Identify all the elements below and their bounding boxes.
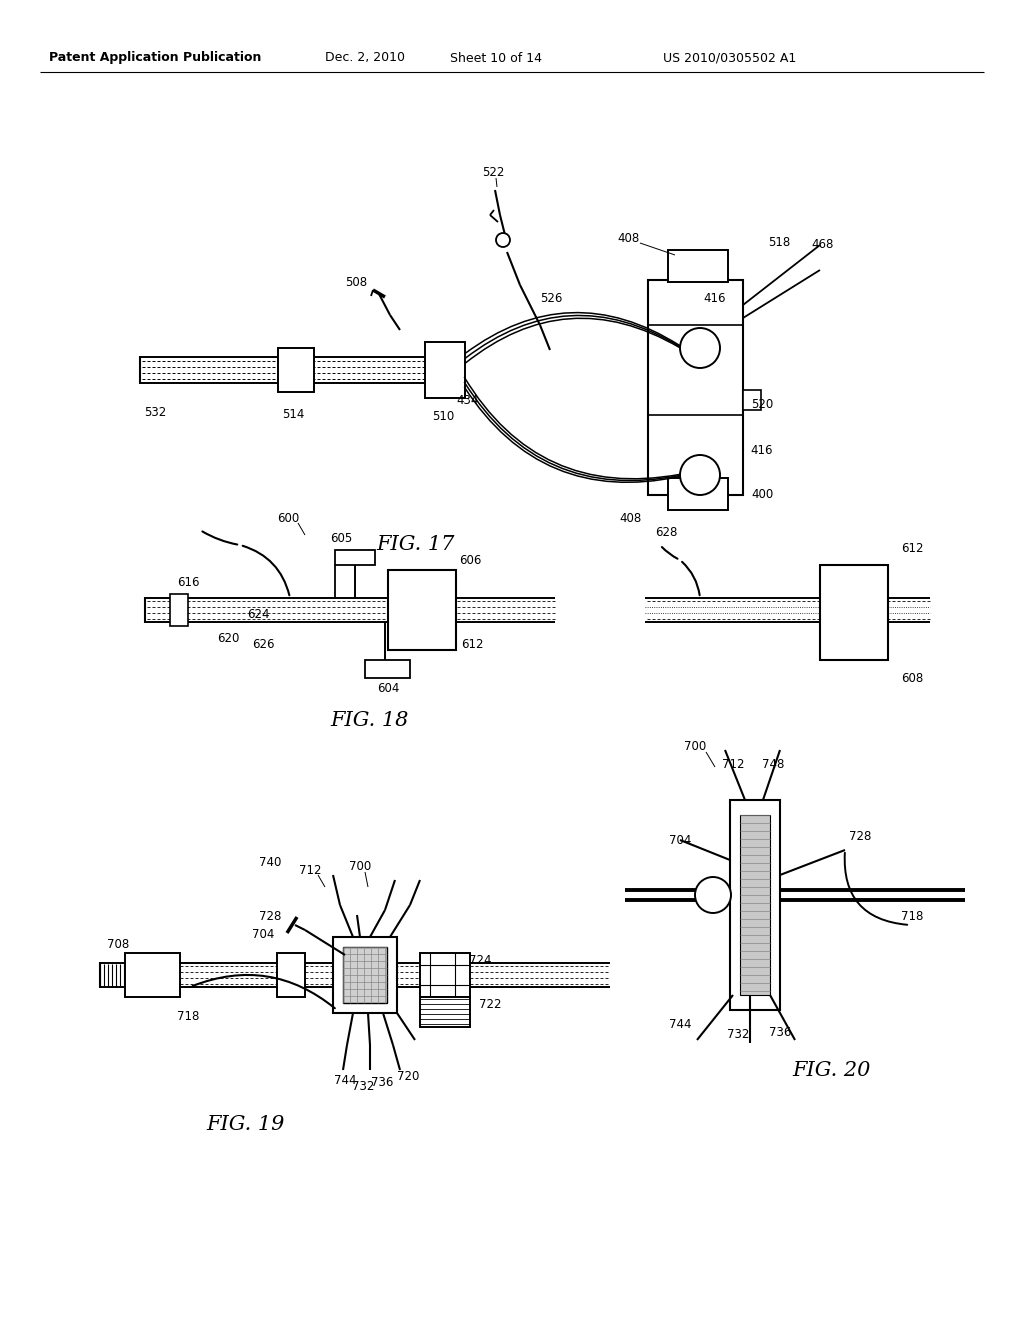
Bar — [388, 570, 456, 649]
Bar — [740, 814, 770, 995]
Text: 626: 626 — [252, 639, 274, 652]
Bar — [820, 565, 888, 660]
Text: Dec. 2, 2010: Dec. 2, 2010 — [325, 51, 406, 65]
Bar — [425, 342, 465, 399]
Text: 416: 416 — [703, 292, 726, 305]
Circle shape — [680, 327, 720, 368]
Text: Patent Application Publication: Patent Application Publication — [49, 51, 261, 65]
Text: 722: 722 — [479, 998, 502, 1011]
Text: 514: 514 — [282, 408, 304, 421]
Text: 532: 532 — [144, 405, 166, 418]
Text: 526: 526 — [540, 292, 562, 305]
Bar — [668, 478, 728, 510]
Text: 748: 748 — [762, 759, 784, 771]
Text: 718: 718 — [177, 1011, 200, 1023]
Text: 522: 522 — [482, 166, 504, 180]
Text: 708: 708 — [106, 939, 129, 952]
Text: 400: 400 — [751, 488, 773, 502]
Text: FIG. 18: FIG. 18 — [331, 710, 410, 730]
Text: 736: 736 — [371, 1077, 393, 1089]
Text: 606: 606 — [459, 553, 481, 566]
Bar — [278, 953, 305, 997]
Bar — [170, 594, 188, 626]
Text: 520: 520 — [751, 399, 773, 412]
Text: 510: 510 — [432, 411, 454, 424]
Circle shape — [695, 876, 731, 913]
Circle shape — [496, 234, 510, 247]
Bar — [668, 249, 728, 282]
Bar — [648, 280, 743, 495]
Text: 700: 700 — [684, 741, 707, 754]
Text: 724: 724 — [469, 953, 492, 966]
Text: 416: 416 — [751, 444, 773, 457]
Text: 616: 616 — [177, 576, 200, 589]
Text: 608: 608 — [901, 672, 923, 685]
Text: 600: 600 — [276, 511, 299, 524]
Bar — [365, 660, 410, 678]
Text: 408: 408 — [618, 511, 641, 524]
Text: 604: 604 — [377, 681, 399, 694]
Text: FIG. 19: FIG. 19 — [206, 1115, 285, 1134]
Text: 728: 728 — [259, 911, 282, 924]
Text: US 2010/0305502 A1: US 2010/0305502 A1 — [664, 51, 797, 65]
Bar — [420, 953, 470, 997]
Text: 736: 736 — [769, 1027, 792, 1040]
Text: 744: 744 — [669, 1019, 691, 1031]
Text: 508: 508 — [345, 276, 367, 289]
Text: FIG. 17: FIG. 17 — [376, 536, 455, 554]
Text: 628: 628 — [654, 525, 677, 539]
Text: 712: 712 — [722, 759, 744, 771]
Bar — [333, 937, 397, 1012]
Text: 712: 712 — [299, 863, 322, 876]
Text: 468: 468 — [812, 239, 835, 252]
Bar — [343, 946, 387, 1003]
Text: 612: 612 — [461, 639, 483, 652]
Text: 728: 728 — [849, 830, 871, 843]
Bar — [743, 389, 761, 411]
Text: 700: 700 — [349, 861, 371, 874]
Bar — [730, 800, 780, 1010]
Bar — [420, 997, 470, 1027]
Text: 718: 718 — [901, 911, 924, 924]
Text: 740: 740 — [259, 857, 282, 870]
Text: 744: 744 — [334, 1073, 356, 1086]
Text: 605: 605 — [330, 532, 352, 544]
Text: 624: 624 — [247, 609, 269, 622]
Text: FIG. 20: FIG. 20 — [793, 1060, 871, 1080]
Bar — [278, 348, 314, 392]
Text: 732: 732 — [727, 1028, 750, 1041]
Text: 518: 518 — [768, 235, 791, 248]
Text: 732: 732 — [352, 1081, 374, 1093]
Text: 704: 704 — [669, 833, 691, 846]
Text: Sheet 10 of 14: Sheet 10 of 14 — [450, 51, 542, 65]
Text: 620: 620 — [217, 631, 240, 644]
Text: 434: 434 — [457, 393, 479, 407]
Bar — [125, 953, 180, 997]
Bar — [335, 550, 375, 565]
Text: 720: 720 — [397, 1071, 419, 1084]
Text: 704: 704 — [252, 928, 274, 941]
Circle shape — [680, 455, 720, 495]
Text: 612: 612 — [901, 541, 924, 554]
Text: 408: 408 — [616, 231, 639, 244]
